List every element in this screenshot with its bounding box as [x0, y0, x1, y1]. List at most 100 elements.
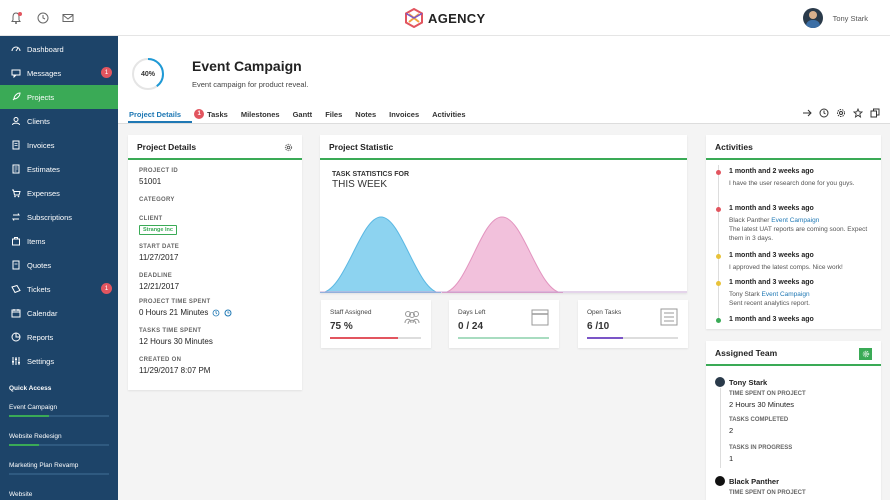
tab-tasks[interactable]: 1 Tasks: [194, 109, 228, 119]
sidebar-item-label: Calendar: [27, 308, 58, 318]
field-label: TASKS TIME SPENT: [139, 328, 202, 334]
activity-link[interactable]: Event Campaign: [771, 217, 820, 224]
user-menu[interactable]: Tony Stark: [802, 8, 868, 28]
people-icon: [402, 308, 422, 326]
sidebar-item-estimates[interactable]: Estimates: [0, 157, 118, 181]
detail-field: CLIENT Strange Inc: [139, 216, 302, 244]
tasks-badge: 1: [194, 109, 205, 119]
tab-gantt[interactable]: Gantt: [293, 109, 313, 119]
stat-label: Open Tasks: [587, 309, 622, 316]
sidebar-item-subscriptions[interactable]: Subscriptions: [0, 205, 118, 229]
sidebar-item-label: Settings: [27, 356, 55, 366]
activity-item: 1 month and 2 weeks ago I have the user …: [706, 168, 881, 205]
assigned-team-card: Assigned Team Tony Stark TIME SPENT ON P…: [706, 341, 881, 500]
copy-icon[interactable]: [870, 108, 880, 118]
estimate-icon: [11, 164, 21, 174]
avatar: [802, 8, 823, 28]
gear-icon[interactable]: [859, 348, 872, 360]
member-stat: TIME SPENT ON PROJECT 2 Hours 30 Minutes: [706, 389, 881, 417]
sidebar-item-items[interactable]: Items: [0, 229, 118, 253]
tab-activities[interactable]: Activities: [432, 109, 465, 119]
detail-field: START DATE 11/27/2017: [139, 244, 302, 273]
sidebar-item-messages[interactable]: Messages 1: [0, 61, 118, 85]
tab-invoices[interactable]: Invoices: [389, 109, 419, 119]
sidebar-item-reports[interactable]: Reports: [0, 325, 118, 349]
star-icon[interactable]: [853, 108, 863, 118]
list-icon: [659, 308, 679, 326]
calendar-icon: [530, 308, 550, 326]
sidebar-item-expenses[interactable]: Expenses: [0, 181, 118, 205]
quick-access-item[interactable]: Website Redesign: [0, 433, 118, 462]
sidebar-item-settings[interactable]: Settings: [0, 349, 118, 373]
sidebar-item-invoices[interactable]: Invoices: [0, 133, 118, 157]
quick-access-label: Marketing Plan Revamp: [9, 462, 79, 469]
stat-label: TASKS COMPLETED: [729, 417, 789, 423]
clock-icon[interactable]: [819, 108, 829, 118]
tab-label: Invoices: [389, 109, 420, 119]
activity-item: 1 month and 3 weeks ago Tony Stark Event…: [706, 279, 881, 316]
project-details-header: Project Details: [128, 135, 302, 160]
card-title: Assigned Team: [715, 347, 778, 358]
sidebar-item-clients[interactable]: Clients: [0, 109, 118, 133]
activity-dot: [716, 318, 721, 323]
clock-icon[interactable]: [36, 11, 50, 25]
activity-time: 1 month and 3 weeks ago: [729, 205, 814, 212]
quick-access-item[interactable]: Event Campaign: [0, 404, 118, 433]
sidebar-item-tickets[interactable]: Tickets 1: [0, 277, 118, 301]
sidebar-item-projects[interactable]: Projects: [0, 85, 118, 109]
activity-dot: [716, 254, 721, 259]
stat-progress: [458, 337, 549, 339]
sidebar-item-label: Tickets: [27, 284, 51, 294]
project-details-card: Project Details PROJECT ID 51001 CATEGOR…: [128, 135, 302, 390]
field-label: START DATE: [139, 244, 180, 250]
box-icon: [11, 236, 21, 246]
sidebar-item-dashboard[interactable]: Dashboard: [0, 37, 118, 61]
detail-list: PROJECT ID 51001 CATEGORY CLIENT Strange…: [128, 160, 302, 375]
sidebar-item-label: Subscriptions: [27, 212, 73, 222]
timer-icon[interactable]: [224, 309, 232, 317]
activity-dot: [716, 207, 721, 212]
brand-logo[interactable]: AGENCY: [404, 8, 485, 28]
quick-access-item[interactable]: Website: [0, 491, 118, 500]
tab-label: Milestones: [240, 109, 280, 119]
avatar: [715, 377, 725, 387]
tab-files[interactable]: Files: [325, 109, 342, 119]
activity-text: Black Panther Event Campaign The latest U…: [729, 217, 868, 242]
tab-milestones[interactable]: Milestones: [241, 109, 280, 119]
tab-label: Tasks: [207, 109, 228, 119]
stat-value: 6 /10: [587, 321, 610, 332]
series-area-2: [441, 216, 564, 293]
tab-label: Project Details: [129, 109, 182, 119]
mail-icon[interactable]: [61, 11, 75, 25]
sidebar-item-quotes[interactable]: Quotes: [0, 253, 118, 277]
activity-dot: [716, 170, 721, 175]
series-area-1: [320, 216, 442, 293]
field-label: CLIENT: [139, 216, 163, 222]
team-member[interactable]: Black Panther: [706, 474, 881, 488]
avatar: [715, 476, 725, 486]
gear-icon[interactable]: [284, 143, 293, 152]
stat-value: 1: [729, 454, 734, 463]
notification-icon[interactable]: [9, 11, 23, 25]
sidebar-item-calendar[interactable]: Calendar: [0, 301, 118, 325]
team-member[interactable]: Tony Stark: [706, 375, 881, 389]
stat-label: Days Left: [458, 309, 486, 316]
activity-link[interactable]: Event Campaign: [761, 291, 810, 298]
quick-access-item[interactable]: Marketing Plan Revamp: [0, 462, 118, 491]
tab-notes[interactable]: Notes: [355, 109, 376, 119]
gear-icon[interactable]: [836, 108, 846, 118]
client-tag[interactable]: Strange Inc: [139, 225, 177, 235]
stat-value: 0 / 24: [458, 321, 484, 332]
days-left-card: Days Left 0 / 24: [449, 300, 559, 348]
assigned-team-header: Assigned Team: [706, 341, 881, 366]
tab-project-details[interactable]: Project Details: [129, 109, 181, 119]
quick-access-title: Quick Access: [9, 385, 52, 392]
tab-label: Notes: [355, 109, 377, 119]
tab-label: Gantt: [292, 109, 313, 119]
stat-value: 2 Hours 30 Minutes: [729, 400, 795, 409]
arrow-right-icon[interactable]: [802, 108, 812, 118]
sidebar-item-label: Expenses: [27, 188, 60, 198]
tab-label: Files: [325, 109, 343, 119]
history-icon[interactable]: [212, 309, 220, 317]
activity-text: I have the user research done for you gu…: [729, 180, 855, 187]
